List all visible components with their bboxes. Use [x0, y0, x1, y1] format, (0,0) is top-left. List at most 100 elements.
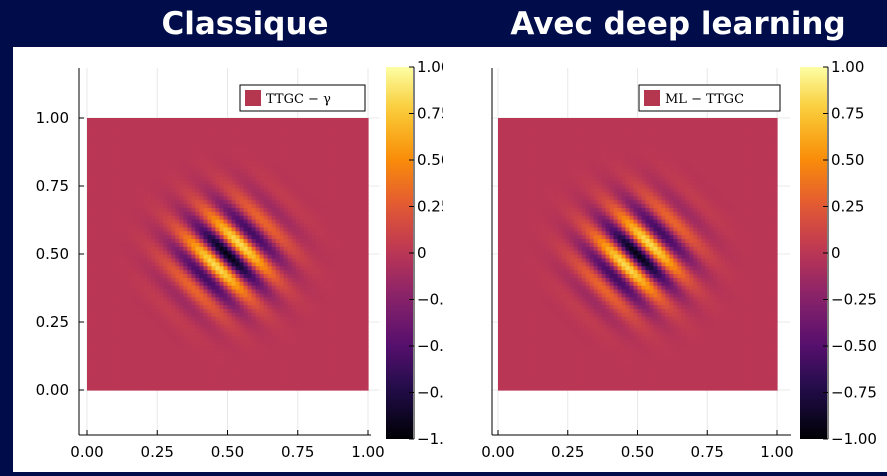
heatmap-cell: [111, 161, 116, 165]
heatmap-cell: [159, 203, 164, 207]
heatmap-cell: [352, 382, 357, 386]
heatmap-cell: [119, 374, 124, 378]
heatmap-cell: [167, 219, 172, 223]
heatmap-cell: [232, 196, 237, 200]
heatmap-cell: [272, 207, 277, 211]
heatmap-cell: [155, 382, 160, 386]
heatmap-cell: [171, 312, 176, 316]
heatmap-cell: [320, 270, 325, 274]
heatmap-cell: [187, 235, 192, 239]
heatmap-cell: [252, 169, 257, 173]
heatmap-cell: [95, 250, 100, 254]
heatmap-cell: [308, 145, 313, 149]
heatmap-cell: [127, 270, 132, 274]
heatmap-cell: [131, 285, 136, 289]
heatmap-cell: [232, 176, 237, 180]
heatmap-cell: [147, 336, 152, 340]
heatmap-cell: [288, 118, 293, 122]
heatmap-cell: [356, 246, 361, 250]
heatmap-cell: [187, 308, 192, 312]
heatmap-cell: [155, 367, 160, 371]
heatmap-cell: [151, 215, 156, 219]
heatmap-cell: [203, 371, 208, 375]
heatmap-cell: [304, 122, 309, 126]
heatmap-cell: [292, 242, 297, 246]
heatmap-cell: [360, 134, 365, 138]
heatmap-cell: [284, 211, 289, 215]
heatmap-cell: [223, 192, 228, 196]
heatmap-cell: [256, 188, 261, 192]
heatmap-cell: [151, 180, 156, 184]
heatmap-cell: [135, 355, 140, 359]
heatmap-cell: [223, 145, 228, 149]
heatmap-cell: [296, 308, 301, 312]
heatmap-cell: [163, 308, 168, 312]
heatmap-cell: [183, 149, 188, 153]
heatmap-cell: [215, 367, 220, 371]
heatmap-cell: [348, 126, 353, 130]
heatmap-cell: [292, 219, 297, 223]
heatmap-cell: [276, 203, 281, 207]
heatmap-cell: [175, 347, 180, 351]
heatmap-cell: [364, 242, 369, 246]
heatmap-cell: [244, 176, 249, 180]
heatmap-cell: [320, 254, 325, 258]
heatmap-cell: [179, 351, 184, 355]
heatmap-cell: [340, 363, 345, 367]
heatmap-cell: [228, 188, 233, 192]
heatmap-cell: [195, 192, 200, 196]
heatmap-cell: [356, 235, 361, 239]
heatmap-cell: [340, 328, 345, 332]
heatmap-cell: [264, 165, 269, 169]
heatmap-cell: [240, 122, 245, 126]
heatmap-cell: [364, 254, 369, 258]
heatmap-cell: [284, 254, 289, 258]
heatmap-cell: [171, 200, 176, 204]
heatmap-cell: [304, 289, 309, 293]
heatmap-cell: [348, 289, 353, 293]
heatmap-cell: [111, 126, 116, 130]
heatmap-cell: [219, 172, 224, 176]
heatmap-cell: [135, 157, 140, 161]
heatmap-cell: [147, 231, 152, 235]
heatmap-cell: [332, 270, 337, 274]
heatmap-cell: [135, 223, 140, 227]
heatmap-cell: [107, 343, 112, 347]
heatmap-cell: [111, 355, 116, 359]
heatmap-cell: [260, 246, 265, 250]
heatmap-cell: [300, 363, 305, 367]
heatmap-cell: [356, 281, 361, 285]
heatmap-cell: [228, 273, 233, 277]
heatmap-cell: [348, 207, 353, 211]
heatmap-cell: [268, 137, 273, 141]
heatmap-cell: [352, 359, 357, 363]
heatmap-cell: [316, 165, 321, 169]
heatmap-cell: [159, 359, 164, 363]
heatmap-cell: [215, 258, 220, 262]
heatmap-cell: [316, 281, 321, 285]
heatmap-cell: [352, 176, 357, 180]
heatmap-cell: [155, 203, 160, 207]
heatmap-cell: [91, 137, 96, 141]
heatmap-cell: [199, 332, 204, 336]
heatmap-cell: [264, 367, 269, 371]
heatmap-cell: [191, 122, 196, 126]
heatmap-cell: [135, 281, 140, 285]
heatmap-cell: [264, 332, 269, 336]
heatmap-cell: [155, 235, 160, 239]
heatmap-cell: [344, 374, 349, 378]
heatmap-cell: [187, 246, 192, 250]
heatmap-cell: [195, 343, 200, 347]
heatmap-cell: [244, 196, 249, 200]
heatmap-cell: [328, 165, 333, 169]
heatmap-cell: [111, 165, 116, 169]
heatmap-cell: [207, 165, 212, 169]
heatmap-cell: [111, 149, 116, 153]
heatmap-cell: [123, 262, 128, 266]
heatmap-cell: [175, 207, 180, 211]
heatmap-cell: [219, 305, 224, 309]
heatmap-cell: [119, 169, 124, 173]
heatmap-cell: [143, 312, 148, 316]
heatmap-cell: [187, 289, 192, 293]
heatmap-cell: [344, 242, 349, 246]
